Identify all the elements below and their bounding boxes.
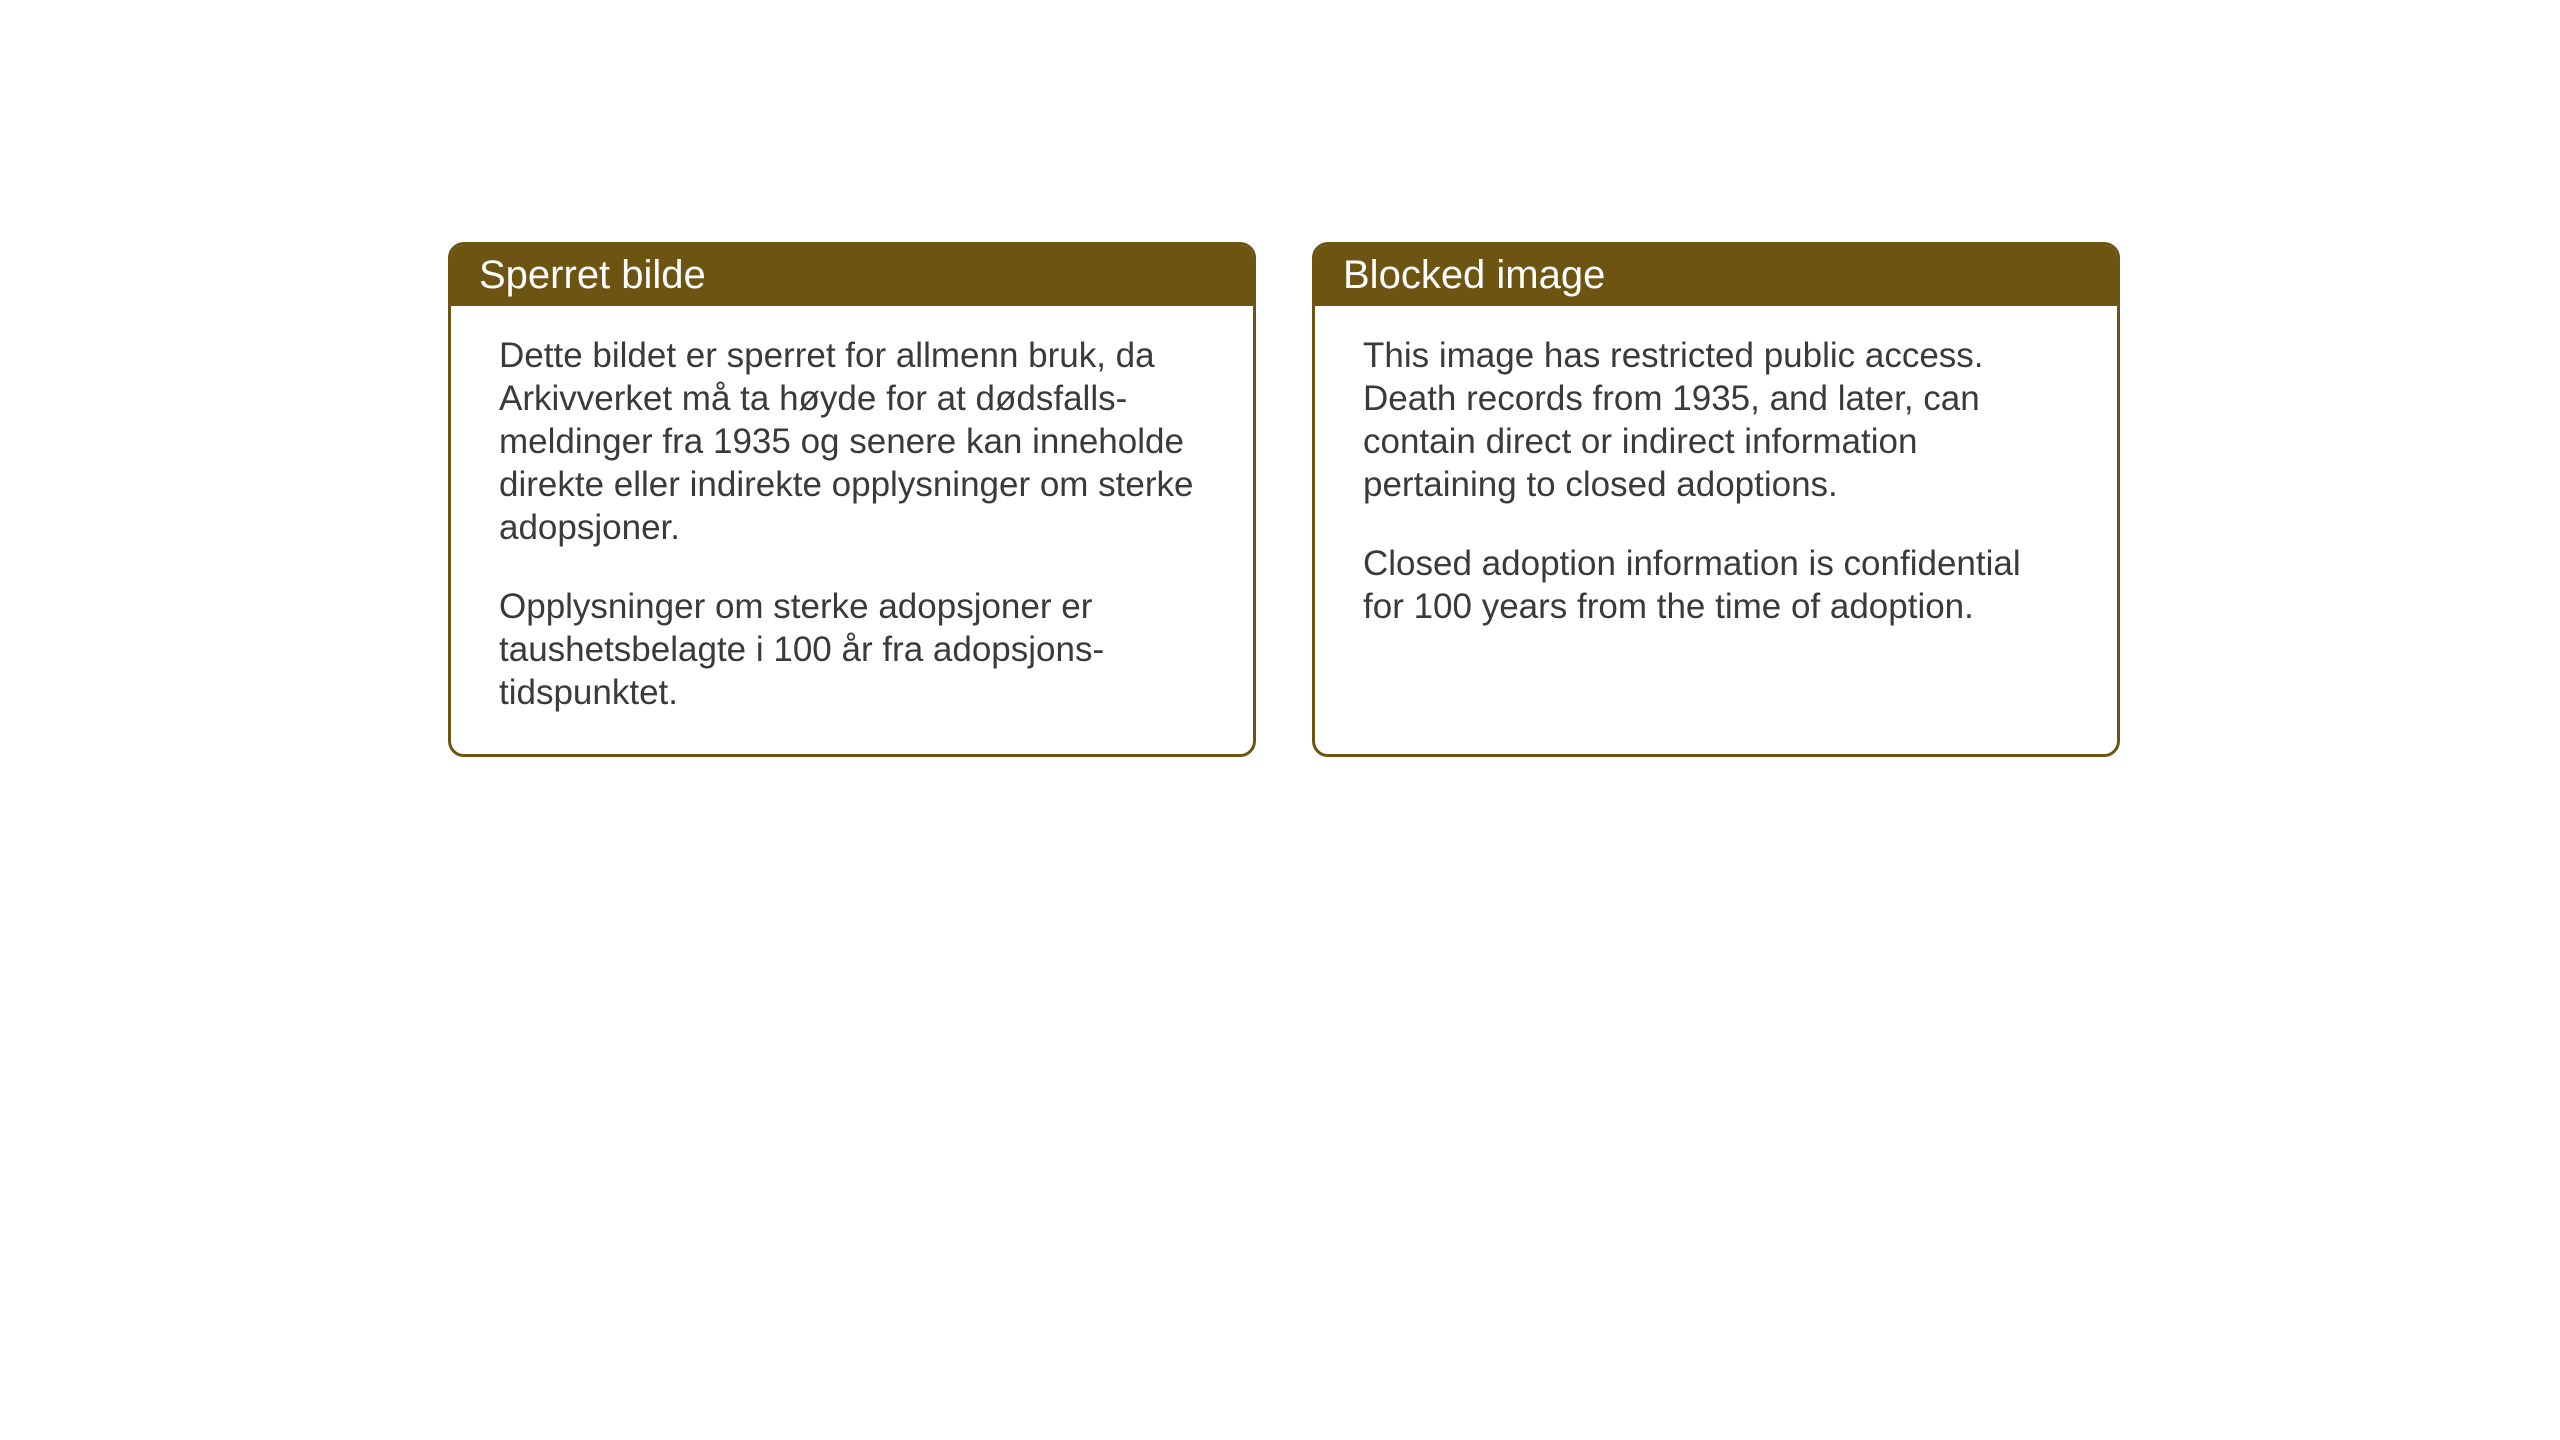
paragraph-1-norwegian: Dette bildet er sperret for allmenn bruk… <box>499 334 1205 549</box>
card-header-english: Blocked image <box>1315 245 2117 306</box>
notice-card-english: Blocked image This image has restricted … <box>1312 242 2120 757</box>
notice-container: Sperret bilde Dette bildet er sperret fo… <box>448 242 2120 757</box>
card-title-english: Blocked image <box>1343 253 1605 297</box>
card-body-norwegian: Dette bildet er sperret for allmenn bruk… <box>451 306 1253 754</box>
notice-card-norwegian: Sperret bilde Dette bildet er sperret fo… <box>448 242 1256 757</box>
card-body-english: This image has restricted public access.… <box>1315 306 2117 668</box>
paragraph-1-english: This image has restricted public access.… <box>1363 334 2069 506</box>
paragraph-2-norwegian: Opplysninger om sterke adopsjoner er tau… <box>499 585 1205 714</box>
paragraph-2-english: Closed adoption information is confident… <box>1363 542 2069 628</box>
card-title-norwegian: Sperret bilde <box>479 253 706 297</box>
card-header-norwegian: Sperret bilde <box>451 245 1253 306</box>
